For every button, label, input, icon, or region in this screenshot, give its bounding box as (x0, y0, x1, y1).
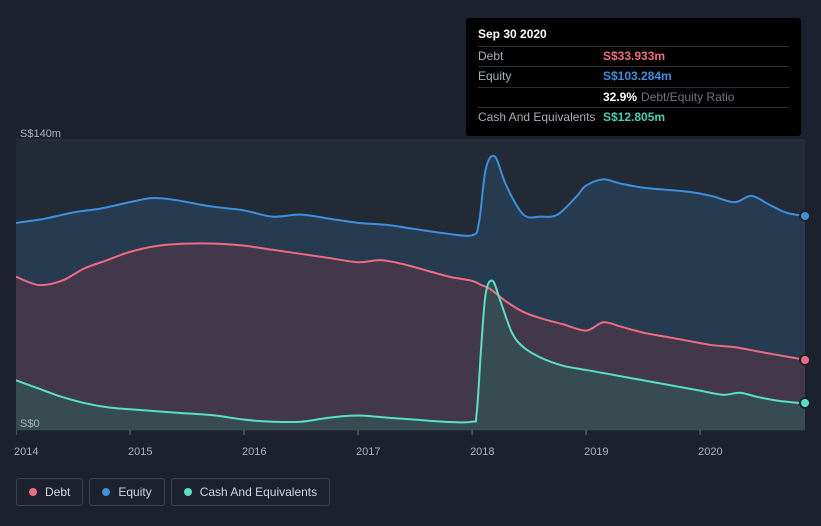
x-axis-label: 2020 (698, 446, 722, 458)
chart-tooltip: Sep 30 2020 DebtS$33.933mEquityS$103.284… (466, 18, 801, 136)
chart-legend: Debt Equity Cash And Equivalents (16, 478, 330, 506)
series-end-marker (799, 397, 811, 409)
y-axis-label: S$140m (20, 128, 30, 140)
legend-label: Equity (118, 485, 151, 499)
legend-dot-icon (102, 488, 110, 496)
tooltip-label: Equity (478, 69, 603, 85)
tooltip-date: Sep 30 2020 (478, 24, 789, 46)
series-end-marker (799, 354, 811, 366)
tooltip-sub: Debt/Equity Ratio (641, 90, 734, 104)
debt-equity-chart[interactable]: S$0 S$140m (16, 120, 805, 440)
tooltip-row: EquityS$103.284m (478, 66, 789, 87)
x-axis-label: 2019 (584, 446, 608, 458)
legend-dot-icon (29, 488, 37, 496)
x-axis-label: 2016 (242, 446, 266, 458)
x-axis-label: 2015 (128, 446, 152, 458)
tooltip-value: S$103.284m (603, 69, 672, 85)
series-end-marker (799, 210, 811, 222)
tooltip-label (478, 90, 603, 106)
tooltip-row: 32.9%Debt/Equity Ratio (478, 87, 789, 108)
legend-item[interactable]: Cash And Equivalents (171, 478, 330, 506)
x-axis-label: 2018 (470, 446, 494, 458)
legend-item[interactable]: Equity (89, 478, 164, 506)
legend-item[interactable]: Debt (16, 478, 83, 506)
tooltip-row: DebtS$33.933m (478, 46, 789, 67)
y-axis-label: S$0 (20, 418, 30, 430)
legend-label: Debt (45, 485, 70, 499)
legend-dot-icon (184, 488, 192, 496)
tooltip-value: 32.9%Debt/Equity Ratio (603, 90, 734, 106)
tooltip-label: Debt (478, 49, 603, 65)
legend-label: Cash And Equivalents (200, 485, 317, 499)
x-axis-label: 2014 (14, 446, 38, 458)
tooltip-value: S$33.933m (603, 49, 665, 65)
x-axis-label: 2017 (356, 446, 380, 458)
chart-canvas (16, 120, 805, 440)
